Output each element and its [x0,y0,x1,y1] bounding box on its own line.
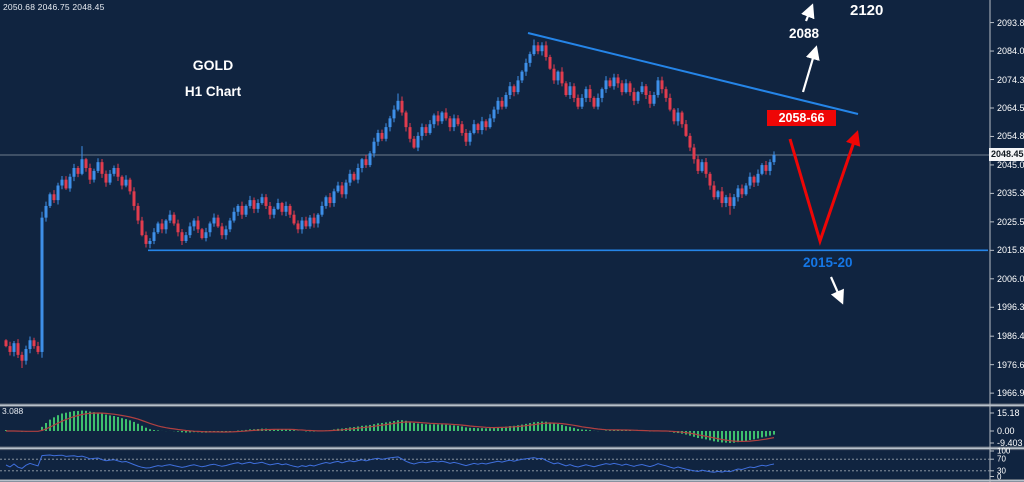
axis-tick-label: 2064.55 [997,102,1024,113]
axis-layer [990,22,994,477]
axis-tick-label: 1976.65 [997,359,1024,370]
drawn-lines-layer[interactable] [148,32,988,252]
candles-layer [4,39,776,369]
axis-tick-label: 2035.30 [997,188,1024,199]
macd-indicator-layer [5,410,775,443]
axis-tick-label: 2054.80 [997,131,1024,142]
axis-tick-label: 2015.80 [997,245,1024,256]
macd-value-label: 3.088 [2,406,24,416]
white-down-arrow-below-support[interactable] [829,276,844,305]
red-v-projection-arrow[interactable] [788,130,861,246]
resistance-zone-label[interactable]: 2058-66 [767,110,836,126]
white-up-arrow-to-2120[interactable] [801,3,815,22]
current-price-tag: 2048.45 [989,148,1024,161]
drawn-arrows-layer[interactable] [788,3,861,305]
axis-tick-label: 100 [997,446,1011,456]
axis-tick-label: 1986.40 [997,331,1024,342]
rsi-indicator-layer [0,454,990,473]
axis-tick-label: 30 [997,466,1006,476]
axis-tick-label: 2074.30 [997,74,1024,85]
axis-tick-label: 15.18 [997,408,1020,418]
axis-tick-label: 2006.05 [997,273,1024,284]
symbol-watermark: GOLD H1 Chart [148,58,278,99]
axis-tick-label: 1966.90 [997,388,1024,399]
white-up-arrow-to-2088[interactable] [801,45,820,93]
ohlc-quote-line: 2050.68 2046.75 2048.45 [3,2,105,12]
axis-tick-label: 2025.55 [997,216,1024,227]
axis-tick-label: 2084.05 [997,46,1024,57]
price-target-2088-label[interactable]: 2088 [789,26,820,41]
axis-tick-label: -9.403 [997,438,1023,448]
support-zone-label[interactable]: 2015-20 [803,255,853,270]
axis-tick-label: 70 [997,454,1006,464]
axis-tick-label: 1996.30 [997,302,1024,313]
axis-tick-label: 2093.80 [997,17,1024,28]
axis-tick-label: 0.00 [997,426,1015,436]
axis-tick-label: 2045.05 [997,159,1024,170]
watermark-timeframe: H1 Chart [184,84,242,99]
axis-tick-label: 0 [997,472,1002,481]
watermark-symbol: GOLD [192,57,234,73]
price-target-2120-label[interactable]: 2120 [850,2,884,19]
descending-trendline[interactable] [527,32,859,115]
